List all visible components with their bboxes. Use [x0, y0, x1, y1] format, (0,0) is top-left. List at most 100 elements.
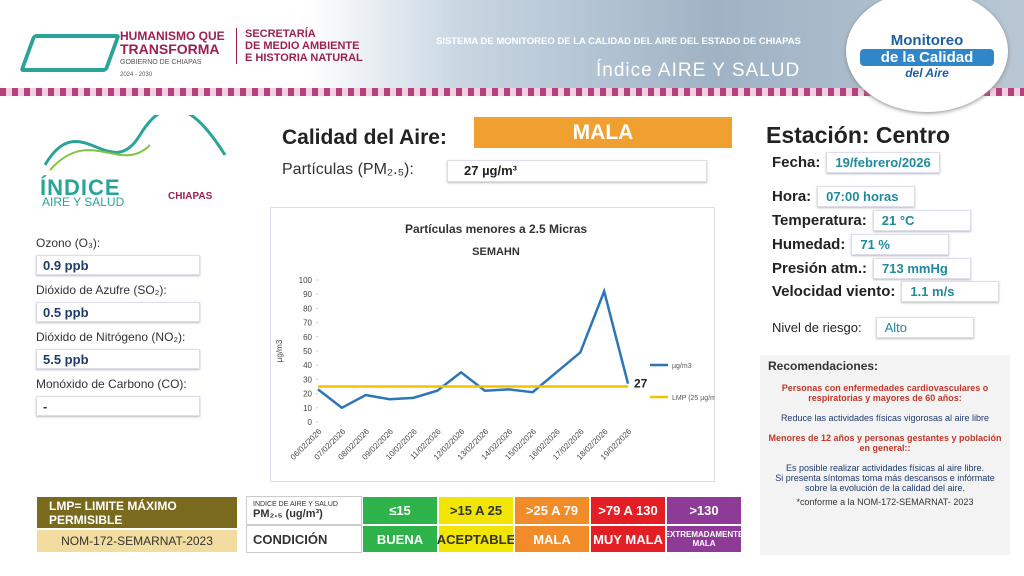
- legend-label: LMP (25 µg/m3): [672, 395, 715, 402]
- y-tick-label: 70: [303, 319, 312, 328]
- pollutant-value: 5.5 ppb: [36, 349, 200, 369]
- series-line: [317, 287, 630, 410]
- chart-title: Partículas menores a 2.5 Micras: [405, 222, 587, 236]
- field-label: Humedad:: [772, 236, 846, 253]
- logo3: del Aire: [905, 66, 949, 80]
- rec-title: Recomendaciones:: [768, 359, 879, 373]
- y-tick-label: 50: [303, 347, 312, 356]
- gov-logo: [19, 34, 121, 72]
- gov4: 2024 - 2030: [120, 72, 153, 78]
- condition-label: CONDICIÓN: [246, 525, 362, 553]
- data-label: 27: [634, 377, 648, 391]
- field-label: Hora:: [772, 188, 812, 205]
- nom-label: NOM-172-SEMARNAT-2023: [36, 529, 238, 553]
- logo-wave: [43, 107, 227, 171]
- gov2: TRANSFORMA: [120, 41, 220, 57]
- field-value: 1.1 m/s: [901, 281, 1000, 302]
- lmp-label: LMP= LIMITE MÁXIMO PERMISIBLE: [36, 496, 238, 529]
- field-row: Hora: 07:00 horas: [772, 186, 916, 207]
- legend-label: µg/m3: [672, 363, 692, 370]
- rec-g2-note: Si presenta síntomas toma más descansos …: [775, 473, 995, 493]
- level-name: BUENA: [362, 525, 438, 553]
- station-title: Estación: Centro: [766, 122, 951, 148]
- pm-label: Partículas (PM₂.₅):: [282, 161, 414, 178]
- index-unit: PM₂.₅ (ug/m³): [253, 508, 323, 520]
- level-range: ≤15: [362, 496, 438, 525]
- quality-value: MALA: [474, 117, 732, 148]
- rec-footnote: *conforme a la NOM-172-SEMARNAT- 2023: [796, 497, 974, 507]
- index-logo: ÍNDICE AIRE Y SALUD CHIAPAS: [40, 107, 230, 210]
- gov-text: HUMANISMO QUE TRANSFORMA GOBIERNO DE CHIA…: [120, 30, 225, 82]
- quality-label: Calidad del Aire:: [282, 126, 447, 149]
- y-tick-label: 80: [303, 304, 312, 313]
- pollutant-value: -: [36, 396, 200, 416]
- field-label: Temperatura:: [772, 212, 867, 229]
- chart-frame: [270, 207, 715, 482]
- y-tick-label: 30: [303, 375, 312, 384]
- index-label: INDICE DE AIRE Y SALUD: [253, 501, 338, 508]
- pollutant-value: 0.5 ppb: [36, 302, 200, 322]
- level-name: MALA: [514, 525, 590, 553]
- y-tick-label: 90: [303, 290, 312, 299]
- field-row: Presión atm.: 713 mmHg: [772, 258, 972, 279]
- level-range: >25 A 79: [514, 496, 590, 525]
- recommendations: Recomendaciones: Personas con enfermedad…: [760, 355, 1010, 555]
- level-range: >79 A 130: [590, 496, 666, 525]
- field-row: Humedad: 71 %: [772, 234, 950, 255]
- logo1: ÍNDICE: [40, 175, 121, 200]
- field-row: Velocidad viento: 1.1 m/s: [772, 281, 1000, 302]
- field-label: Presión atm.:: [772, 260, 868, 277]
- system-title: SISTEMA DE MONITOREO DE LA CALIDAD DEL A…: [436, 36, 801, 47]
- level-range: >130: [666, 496, 742, 525]
- sec2: DE MEDIO AMBIENTE: [245, 40, 360, 52]
- logo3: CHIAPAS: [168, 191, 213, 202]
- header-stripe: [0, 88, 1024, 96]
- risk-row: Nivel de riesgo: Alto: [772, 317, 974, 338]
- field-row: Fecha: 19/febrero/2026: [772, 152, 940, 173]
- chart-subtitle: SEMAHN: [472, 246, 520, 258]
- index-title: Índice AIRE Y SALUD: [596, 60, 801, 81]
- sec3: E HISTORIA NATURAL: [245, 52, 363, 64]
- field-label: Fecha:: [772, 154, 821, 171]
- pollutant-label: Dióxido de Nitrógeno (NO₂):: [36, 330, 186, 344]
- gov1: HUMANISMO QUE: [120, 29, 225, 43]
- level-name: ACEPTABLE: [437, 525, 515, 553]
- pm-value: 27 µg/m³: [447, 160, 707, 182]
- rec-g1-title: Personas con enfermedades cardiovascular…: [781, 383, 989, 403]
- logo2: de la Calidad: [860, 49, 994, 66]
- rec-g1-item: Reduce las actividades físicas vigorosas…: [780, 413, 990, 423]
- y-axis-label: µg/m3: [275, 339, 284, 362]
- y-tick-label: 0: [308, 418, 313, 427]
- pollutant-label: Ozono (O₃):: [36, 236, 101, 250]
- rec-g2-item: Es posible realizar actividades físicas …: [785, 463, 985, 473]
- sec-text: SECRETARÍA DE MEDIO AMBIENTE E HISTORIA NA…: [236, 28, 363, 64]
- level-name: MUY MALA: [590, 525, 666, 553]
- chart: Partículas menores a 2.5 Micras SEMAHN µg/…: [275, 222, 715, 462]
- field-value: 71 %: [851, 234, 950, 255]
- level-range: >15 A 25: [438, 496, 514, 525]
- pollutant-label: Monóxido de Carbono (CO):: [36, 377, 187, 391]
- field-value: 19/febrero/2026: [826, 152, 940, 173]
- risk-label: Nivel de riesgo:: [772, 320, 862, 335]
- rec-g2-title: Menores de 12 años y personas gestantes …: [768, 433, 1002, 453]
- logo1: Monitoreo: [890, 32, 964, 49]
- risk-value: Alto: [875, 317, 974, 338]
- pollutant-value: 0.9 ppb: [36, 255, 200, 275]
- field-value: 21 °C: [872, 210, 971, 231]
- logo2: AIRE Y SALUD: [42, 195, 125, 209]
- level-name: EXTREMADAMENTE MALA: [665, 525, 743, 553]
- sec1: SECRETARÍA: [245, 28, 316, 40]
- index-header: INDICE DE AIRE Y SALUD PM₂.₅ (ug/m³): [246, 496, 362, 525]
- y-tick-label: 10: [303, 404, 312, 413]
- field-value: 07:00 horas: [817, 186, 916, 207]
- monitor-logo: Monitoreo de la Calidad del Aire: [846, 0, 1008, 112]
- y-tick-label: 100: [299, 276, 313, 285]
- y-tick-label: 20: [303, 390, 312, 399]
- gov3: GOBIERNO DE CHIAPAS: [120, 59, 202, 66]
- field-value: 713 mmHg: [873, 258, 972, 279]
- y-tick-label: 60: [303, 333, 312, 342]
- pollutant-label: Dióxido de Azufre (SO₂):: [36, 283, 167, 297]
- y-tick-label: 40: [303, 361, 312, 370]
- field-row: Temperatura: 21 °C: [772, 210, 971, 231]
